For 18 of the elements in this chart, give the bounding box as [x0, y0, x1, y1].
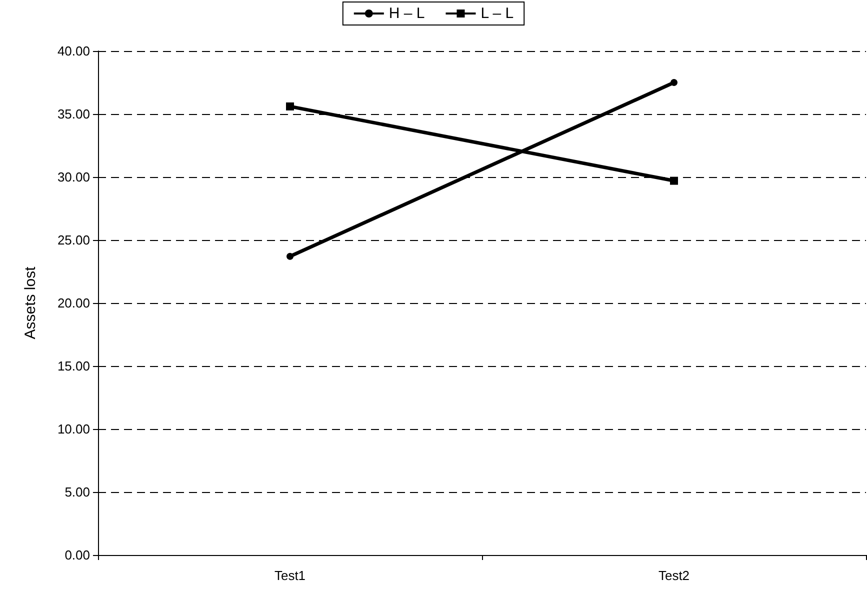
y-tick-label: 15.00	[57, 358, 90, 374]
y-tick-label: 35.00	[57, 106, 90, 122]
y-tick-label: 20.00	[57, 296, 90, 310]
x-tick-label: Test2	[658, 568, 690, 583]
y-tick-label: 40.00	[57, 44, 90, 58]
y-tick-label: 0.00	[64, 548, 90, 562]
point	[670, 79, 678, 86]
legend-label: L – L	[480, 5, 514, 22]
y-tick-label: 30.00	[57, 170, 90, 184]
point	[286, 252, 294, 260]
legend-label: H – L	[388, 5, 425, 22]
x-tick-label: Test1	[274, 568, 306, 583]
point	[286, 102, 294, 110]
y-axis-title: Assets lost	[22, 266, 39, 340]
point	[670, 176, 678, 185]
y-tick-label: 10.00	[57, 422, 90, 436]
y-tick-label: 25.00	[57, 232, 90, 248]
y-tick-label: 5.00	[64, 484, 90, 500]
